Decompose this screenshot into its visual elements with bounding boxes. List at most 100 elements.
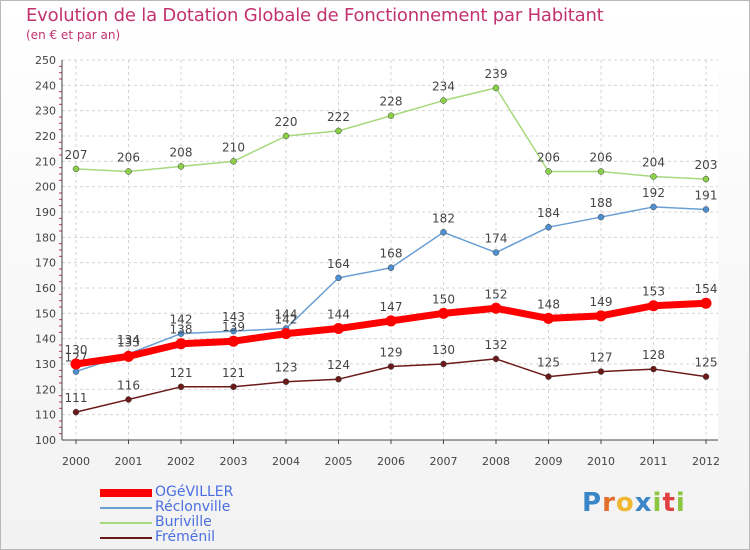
data-point: [648, 300, 659, 312]
data-label: 134: [117, 333, 140, 347]
data-point: [177, 163, 185, 170]
data-point: [440, 97, 447, 104]
data-label: 188: [590, 196, 613, 210]
data-label: 125: [537, 356, 560, 370]
y-tick-label: 110: [35, 409, 56, 422]
data-point: [175, 338, 187, 350]
legend-label: OGéVILLER: [155, 484, 234, 500]
data-point: [333, 323, 344, 335]
data-label: 228: [380, 95, 403, 109]
legend-swatch: [100, 522, 152, 524]
x-tick-label: 2012: [692, 455, 720, 468]
y-tick-label: 180: [35, 231, 56, 244]
data-label: 184: [537, 206, 560, 220]
data-label: 206: [590, 150, 613, 164]
y-tick-label: 230: [35, 105, 56, 118]
data-point: [650, 173, 657, 180]
data-label: 142: [170, 313, 193, 327]
data-point: [70, 358, 82, 370]
data-label: 144: [275, 308, 298, 322]
data-point: [72, 165, 80, 173]
proxiti-logo: Proxiti: [582, 488, 686, 518]
data-point: [228, 335, 239, 347]
data-label: 133: [117, 335, 140, 349]
data-label: 127: [590, 351, 613, 365]
x-tick-label: 2006: [377, 455, 405, 468]
data-label: 204: [642, 156, 665, 170]
x-tick-label: 2008: [482, 455, 510, 468]
data-point: [490, 302, 502, 314]
data-point: [597, 368, 605, 375]
chart-title: Evolution de la Dotation Globale de Fonc…: [26, 5, 604, 26]
data-label: 168: [380, 247, 403, 261]
data-label: 206: [117, 150, 140, 164]
data-point: [650, 203, 657, 211]
data-label: 123: [275, 361, 298, 375]
data-point: [702, 206, 710, 213]
data-point: [387, 112, 395, 119]
x-tick-label: 2003: [220, 455, 248, 468]
data-label: 220: [275, 115, 298, 129]
data-label: 222: [327, 110, 350, 124]
data-point: [282, 378, 290, 385]
y-tick-label: 120: [35, 383, 56, 396]
data-label: 234: [432, 80, 455, 94]
y-tick-label: 130: [35, 358, 56, 371]
data-point: [597, 168, 605, 175]
data-label: 210: [222, 140, 245, 154]
y-tick-label: 140: [35, 333, 56, 346]
y-tick-label: 190: [35, 206, 56, 219]
x-tick-label: 2007: [430, 455, 458, 468]
data-label: 150: [432, 292, 455, 306]
data-point: [387, 264, 395, 271]
x-tick-label: 2005: [325, 455, 353, 468]
y-tick-label: 250: [35, 54, 56, 67]
data-label: 153: [642, 285, 665, 299]
data-point: [335, 127, 342, 135]
data-label: 142: [275, 313, 298, 327]
x-tick-label: 2002: [167, 455, 195, 468]
chart-subtitle: (en € et par an): [26, 28, 121, 42]
data-point: [230, 327, 237, 335]
data-point: [545, 373, 552, 380]
y-tick-label: 240: [35, 79, 56, 92]
x-tick-label: 2009: [535, 455, 563, 468]
data-point: [595, 310, 607, 322]
data-point: [438, 307, 449, 319]
data-point: [230, 383, 237, 391]
data-label: 239: [485, 67, 508, 81]
data-point: [702, 175, 710, 183]
y-tick-label: 220: [35, 130, 56, 143]
data-label: 164: [327, 257, 350, 271]
y-tick-label: 210: [35, 155, 56, 168]
data-point: [335, 274, 342, 282]
x-tick-label: 2001: [115, 455, 143, 468]
data-point: [543, 312, 554, 324]
data-label: 149: [590, 295, 613, 309]
data-point: [440, 229, 447, 236]
data-point: [335, 375, 342, 383]
y-tick-label: 160: [35, 282, 56, 295]
data-label: 154: [695, 282, 718, 296]
data-label: 144: [327, 308, 350, 322]
data-point: [387, 363, 395, 370]
data-point: [177, 383, 185, 391]
data-point: [492, 355, 500, 363]
data-label: 148: [537, 297, 560, 311]
data-point: [702, 373, 710, 380]
data-point: [282, 132, 290, 140]
data-point: [440, 360, 447, 368]
data-point: [230, 158, 237, 165]
data-point: [597, 213, 605, 221]
data-label: 124: [327, 358, 350, 372]
data-label: 203: [695, 158, 718, 172]
data-label: 208: [170, 145, 193, 159]
data-point: [545, 223, 552, 231]
data-label: 116: [117, 378, 140, 392]
data-label: 111: [65, 391, 88, 405]
legend-label: Buriville: [155, 514, 212, 530]
data-point: [650, 365, 657, 373]
x-tick-label: 2004: [272, 455, 300, 468]
data-label: 139: [222, 320, 245, 334]
